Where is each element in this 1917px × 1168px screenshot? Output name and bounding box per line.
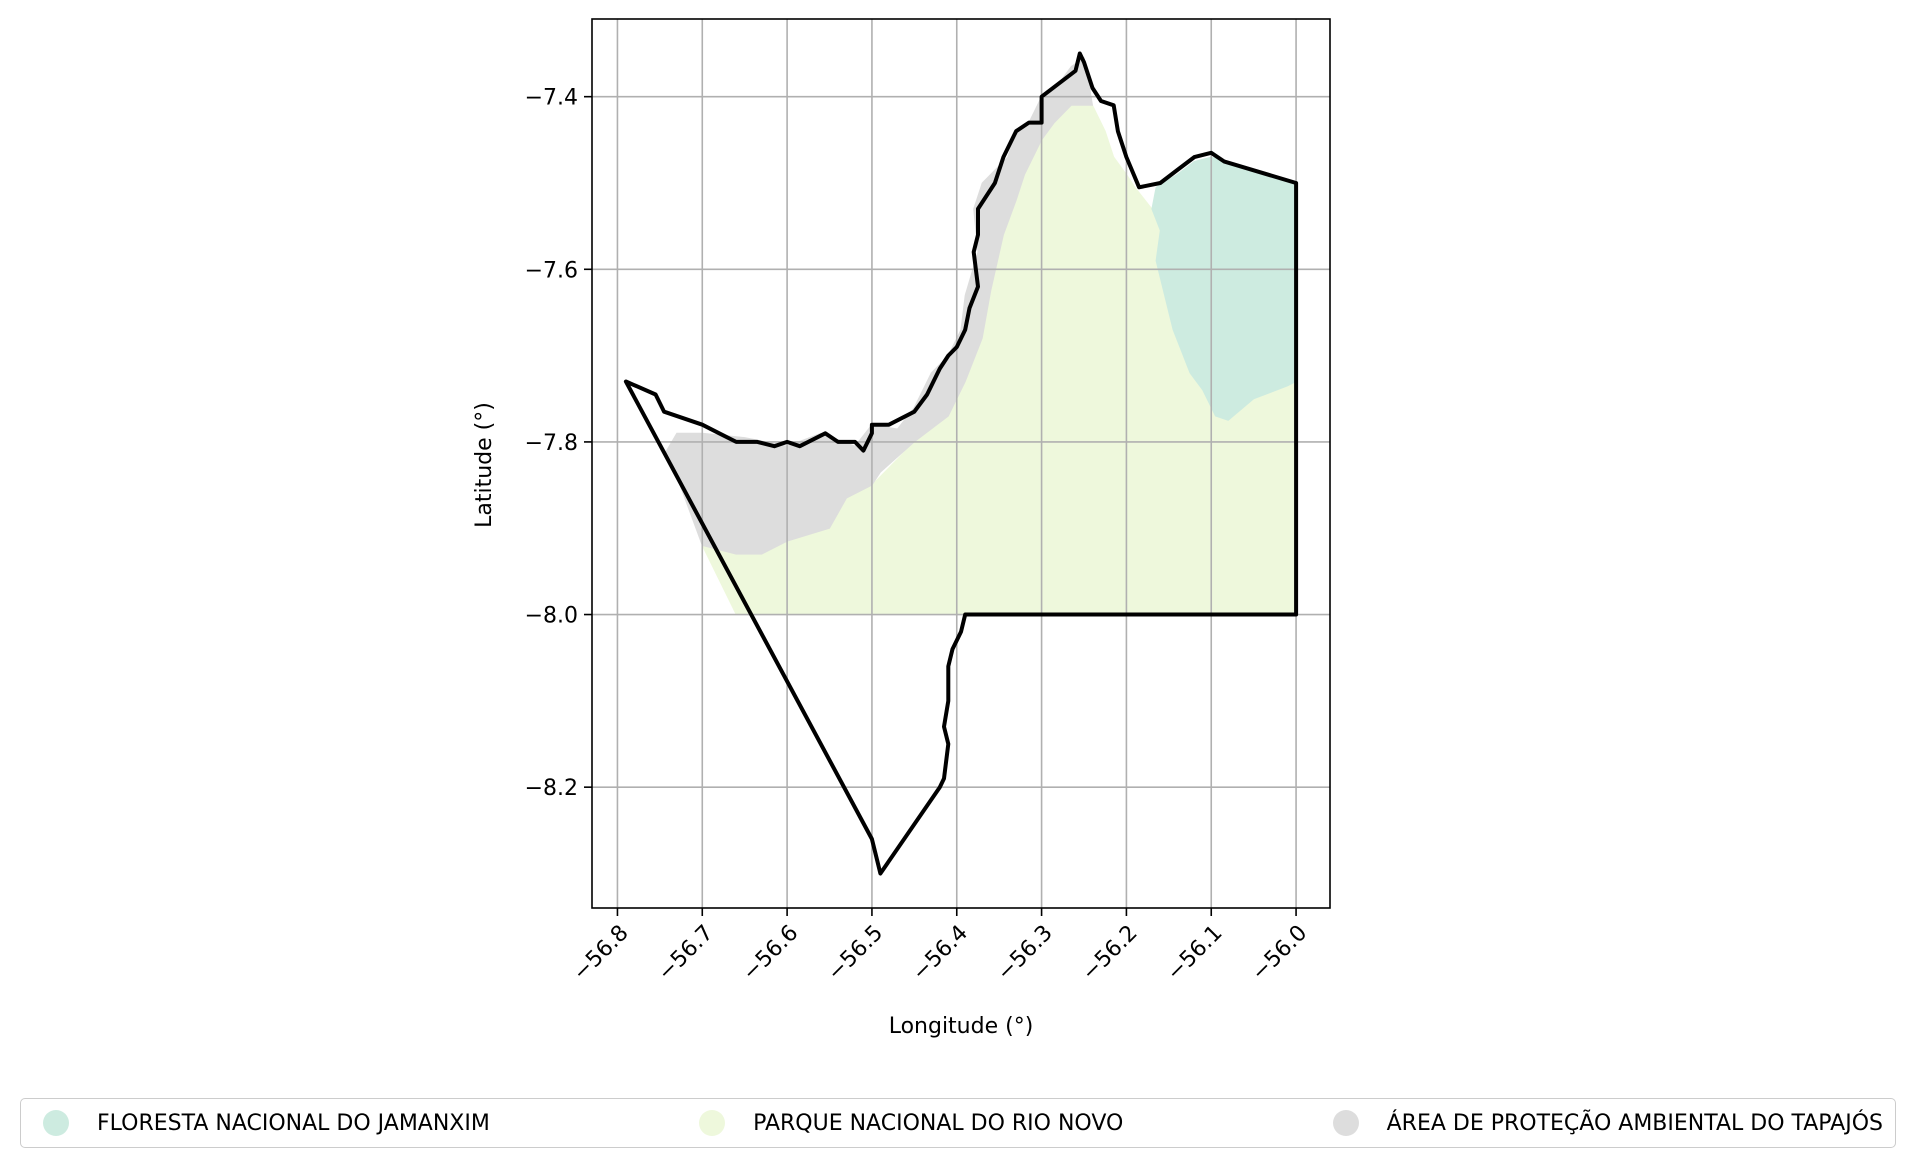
x-tick-label: −56.7: [653, 921, 718, 986]
legend-swatch-rio-novo: [699, 1110, 726, 1136]
regions-layer: [663, 56, 1297, 615]
y-tick-label: −8.0: [525, 604, 578, 629]
legend-item-tapajos: ÁREA DE PROTEÇÃO AMBIENTAL DO TAPAJÓS: [1332, 1110, 1883, 1136]
legend-item-rio-novo: PARQUE NACIONAL DO RIO NOVO: [699, 1110, 1123, 1136]
y-tick-label: −7.6: [525, 258, 578, 283]
map-figure: −56.8 −56.7 −56.6 −56.5 −56.4 −56.3 −56.2 −56.1…: [472, 18, 1331, 1039]
x-tick-label: −56.8: [568, 921, 633, 986]
x-axis-title: Longitude (°): [889, 1014, 1034, 1039]
plot-area: −56.8 −56.7 −56.6 −56.5 −56.4 −56.3 −56.2 −56.1…: [525, 18, 1331, 986]
x-tick-label: −56.0: [1247, 921, 1312, 986]
legend: FLORESTA NACIONAL DO JAMANXIM PARQUE NAC…: [20, 1098, 1896, 1148]
plot-frame: [591, 18, 1331, 909]
legend-label-tapajos: ÁREA DE PROTEÇÃO AMBIENTAL DO TAPAJÓS: [1386, 1110, 1883, 1136]
y-tick-label: −8.2: [525, 776, 578, 801]
study-area-outline: [623, 51, 1299, 876]
y-axis-title: Latitude (°): [472, 402, 497, 528]
legend-label-jamanxim: FLORESTA NACIONAL DO JAMANXIM: [97, 1110, 490, 1136]
y-tick-label: −7.8: [525, 431, 578, 456]
x-tick-label: −56.4: [908, 921, 973, 986]
x-tick-label: −56.1: [1162, 921, 1227, 986]
legend-label-rio-novo: PARQUE NACIONAL DO RIO NOVO: [753, 1110, 1124, 1136]
x-tick-label: −56.2: [1077, 921, 1142, 986]
legend-item-jamanxim: FLORESTA NACIONAL DO JAMANXIM: [43, 1110, 490, 1136]
legend-swatch-tapajos: [1332, 1110, 1359, 1136]
y-tick-label: −7.4: [525, 86, 578, 111]
x-tick-label: −56.5: [823, 921, 888, 986]
legend-swatch-jamanxim: [43, 1110, 69, 1136]
x-tick-label: −56.6: [738, 921, 803, 986]
x-tick-label: −56.3: [992, 921, 1057, 986]
